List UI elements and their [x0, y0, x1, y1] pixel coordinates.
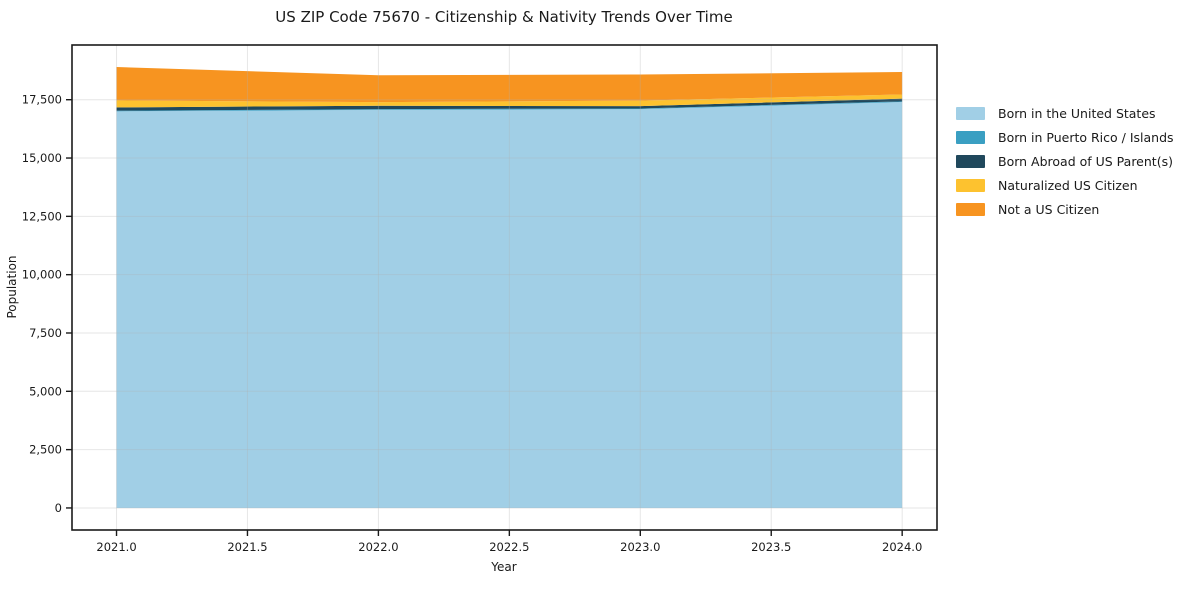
plot-border — [71, 44, 938, 531]
legend-label: Not a US Citizen — [998, 202, 1100, 218]
x-tick-label: 2023.0 — [620, 540, 660, 554]
y-axis-label: Population — [5, 255, 19, 319]
y-tick-label: 12,500 — [22, 209, 62, 223]
x-tick-label: 2023.5 — [751, 540, 791, 554]
legend-swatch-icon — [956, 179, 985, 193]
x-tick-label: 2022.0 — [358, 540, 398, 554]
x-tick-label: 2021.0 — [96, 540, 136, 554]
area-series-0 — [116, 102, 903, 508]
y-tick-label: 17,500 — [22, 93, 62, 107]
legend-swatch-icon — [956, 154, 985, 168]
x-tick-label: 2022.5 — [489, 540, 529, 554]
x-axis-label: Year — [491, 560, 517, 574]
legend-swatch-icon — [956, 203, 985, 217]
legend-label: Naturalized US Citizen — [998, 178, 1138, 194]
legend-item: Not a US Citizen — [956, 198, 1174, 222]
area-series-1 — [116, 101, 903, 112]
legend-swatch-icon — [956, 130, 985, 144]
y-tick-label: 2,500 — [29, 443, 62, 457]
y-tick-label: 10,000 — [22, 268, 62, 282]
legend-label: Born in Puerto Rico / Islands — [998, 129, 1174, 145]
legend-label: Born in the United States — [998, 105, 1156, 121]
chart-title: US ZIP Code 75670 - Citizenship & Nativi… — [275, 8, 733, 26]
legend-item: Born Abroad of US Parent(s) — [956, 149, 1174, 173]
legend-swatch-icon — [956, 106, 985, 120]
x-tick-label: 2021.5 — [227, 540, 267, 554]
y-tick-label: 5,000 — [29, 384, 62, 398]
area-series-3 — [116, 94, 903, 108]
area-series-4 — [116, 67, 903, 103]
legend-label: Born Abroad of US Parent(s) — [998, 153, 1173, 169]
area-series-2 — [116, 98, 903, 111]
legend-item: Naturalized US Citizen — [956, 174, 1174, 198]
y-tick-label: 7,500 — [29, 326, 62, 340]
legend-item: Born in the United States — [956, 101, 1174, 125]
y-tick-label: 15,000 — [22, 151, 62, 165]
legend: Born in the United States Born in Puerto … — [956, 101, 1174, 222]
legend-item: Born in Puerto Rico / Islands — [956, 125, 1174, 149]
y-tick-label: 0 — [55, 501, 62, 515]
x-tick-label: 2024.0 — [882, 540, 922, 554]
